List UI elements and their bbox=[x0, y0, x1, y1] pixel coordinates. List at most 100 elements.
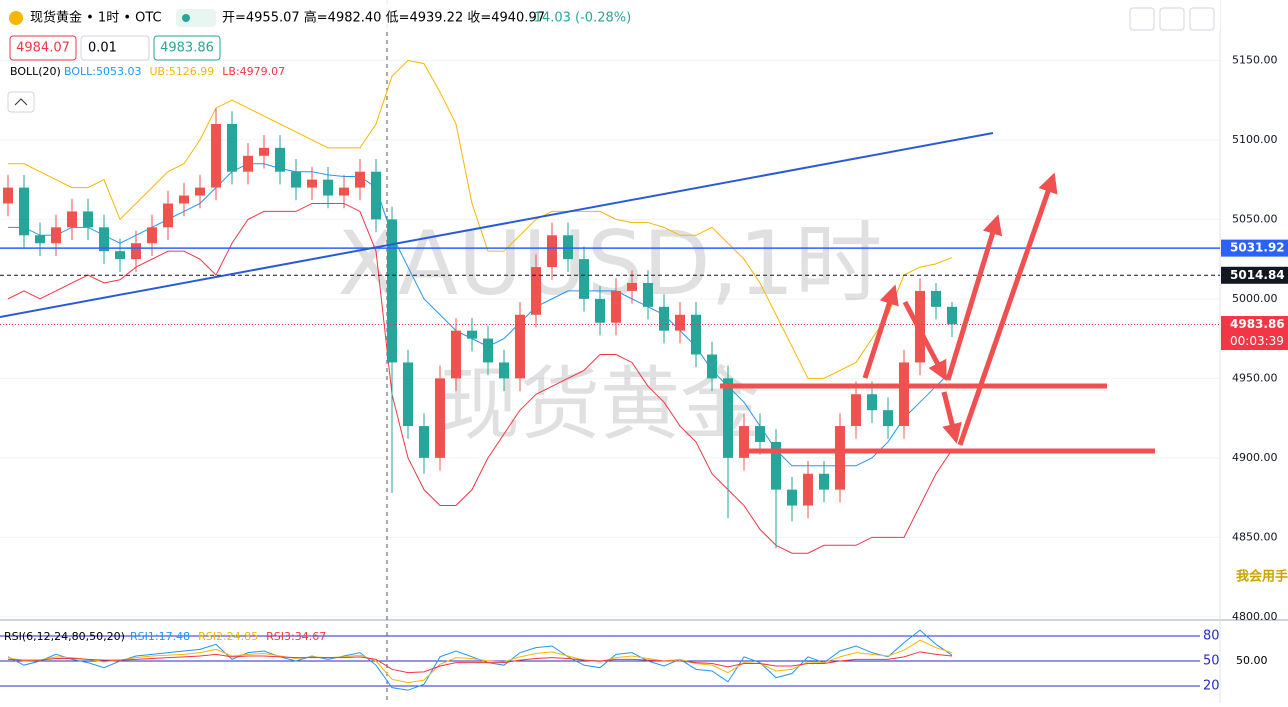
price-label: 5014.84 bbox=[1230, 268, 1285, 282]
y-tick-label: 5150.00 bbox=[1232, 53, 1278, 66]
candle-body bbox=[355, 171, 365, 188]
tool-button[interactable] bbox=[1129, 7, 1155, 31]
price-label-bg bbox=[1221, 266, 1288, 284]
candle-body bbox=[675, 314, 685, 331]
arrow bbox=[945, 214, 1003, 381]
legend-entry: RSI1:17.48 bbox=[130, 630, 190, 643]
countdown: 00:03:39 bbox=[1230, 334, 1284, 348]
price-label: 5031.92 bbox=[1230, 241, 1285, 255]
y-tick-label: 5100.00 bbox=[1232, 133, 1278, 146]
candle-body bbox=[227, 124, 237, 172]
arrow bbox=[941, 391, 962, 444]
candle-body bbox=[403, 362, 413, 427]
candle-body bbox=[371, 171, 381, 220]
y-tick-label: 5050.00 bbox=[1232, 212, 1278, 225]
indicator-label: BOLL(20) bbox=[10, 65, 61, 78]
candle-body bbox=[659, 306, 669, 331]
y-tick-label: 4950.00 bbox=[1232, 371, 1278, 384]
candle-body bbox=[179, 195, 189, 204]
candle-body bbox=[755, 426, 765, 442]
candle-body bbox=[563, 235, 573, 260]
trend-line bbox=[0, 132, 994, 318]
candle-body bbox=[835, 426, 845, 490]
y-tick-label: 50.00 bbox=[1236, 654, 1268, 667]
sell-price: 4984.07 bbox=[16, 41, 70, 56]
qty-box[interactable] bbox=[80, 35, 150, 61]
candle-body bbox=[419, 426, 429, 458]
overlay-text: 我会用手 bbox=[1236, 569, 1288, 585]
candle-body bbox=[67, 211, 77, 228]
candle-body bbox=[547, 235, 557, 268]
candle-body bbox=[707, 354, 717, 379]
candle-body bbox=[147, 227, 157, 244]
candle-body bbox=[819, 473, 829, 490]
legend-entry: UB:5126.99 bbox=[149, 65, 214, 78]
candle-body bbox=[323, 179, 333, 196]
candle-body bbox=[483, 338, 493, 363]
price-label: 4983.86 bbox=[1230, 317, 1285, 331]
candle-body bbox=[931, 290, 941, 307]
candle-body bbox=[131, 243, 141, 260]
candle-body bbox=[643, 282, 653, 307]
candle-body bbox=[739, 426, 749, 458]
arrow bbox=[957, 172, 1058, 446]
candle-body bbox=[595, 298, 605, 323]
candle-body bbox=[611, 290, 621, 323]
collapse-icon bbox=[14, 98, 28, 106]
watermark: 现货黄金 bbox=[440, 358, 760, 451]
qty: 0.01 bbox=[88, 41, 117, 56]
collapse-button[interactable] bbox=[7, 91, 35, 113]
y-tick-label: 4900.00 bbox=[1232, 451, 1278, 464]
rsi-line bbox=[7, 639, 953, 684]
ohlc: 开=4955.07 高=4982.40 低=4939.22 收=4940.97 bbox=[222, 10, 545, 26]
candle-body bbox=[803, 473, 813, 506]
rsi-line bbox=[7, 651, 953, 674]
bollinger-line bbox=[7, 202, 953, 554]
tool-button[interactable] bbox=[1159, 7, 1185, 31]
candle-body bbox=[435, 378, 445, 458]
candle-body bbox=[291, 171, 301, 188]
candle-body bbox=[467, 330, 477, 339]
sell-box[interactable] bbox=[9, 35, 77, 61]
change: -14.03 (-0.28%) bbox=[529, 11, 631, 26]
candle-body bbox=[51, 227, 61, 244]
candle-body bbox=[899, 362, 909, 427]
symbol[interactable]: 现货黄金 • 1时 • OTC bbox=[30, 10, 162, 26]
candle-body bbox=[579, 259, 589, 299]
y-tick-label: 5000.00 bbox=[1232, 292, 1278, 305]
legend-entry: RSI2:24.85 bbox=[198, 630, 258, 643]
candle-body bbox=[195, 187, 205, 196]
legend-entry: BOLL:5053.03 bbox=[64, 65, 141, 78]
candle-body bbox=[307, 179, 317, 188]
level-label: 20 bbox=[1203, 679, 1220, 694]
candle-body bbox=[627, 282, 637, 291]
level-label: 50 bbox=[1203, 654, 1220, 669]
candle-body bbox=[3, 187, 13, 204]
candle-body bbox=[275, 147, 285, 172]
candle-body bbox=[99, 227, 109, 252]
buy-box[interactable] bbox=[153, 35, 221, 61]
candle-body bbox=[531, 267, 541, 315]
symbol-icon bbox=[9, 11, 23, 25]
y-tick-label: 4800.00 bbox=[1232, 610, 1278, 623]
candle-body bbox=[499, 362, 509, 379]
tool-button[interactable] bbox=[1189, 7, 1215, 31]
candle-body bbox=[691, 314, 701, 355]
price-label-bg bbox=[1221, 239, 1288, 257]
candle-body bbox=[83, 211, 93, 228]
status-dot bbox=[182, 14, 190, 22]
candle-body bbox=[851, 394, 861, 427]
status-badge bbox=[176, 9, 216, 27]
y-tick-label: 4850.00 bbox=[1232, 530, 1278, 543]
candle-body bbox=[115, 251, 125, 260]
candle-body bbox=[387, 219, 397, 363]
candle-body bbox=[339, 187, 349, 196]
watermark: XAUUSD,1时 bbox=[338, 212, 883, 315]
candle-body bbox=[947, 306, 957, 325]
arrow bbox=[862, 284, 899, 379]
candle-body bbox=[259, 147, 269, 156]
candle-body bbox=[771, 441, 781, 490]
annotations bbox=[720, 172, 1155, 454]
